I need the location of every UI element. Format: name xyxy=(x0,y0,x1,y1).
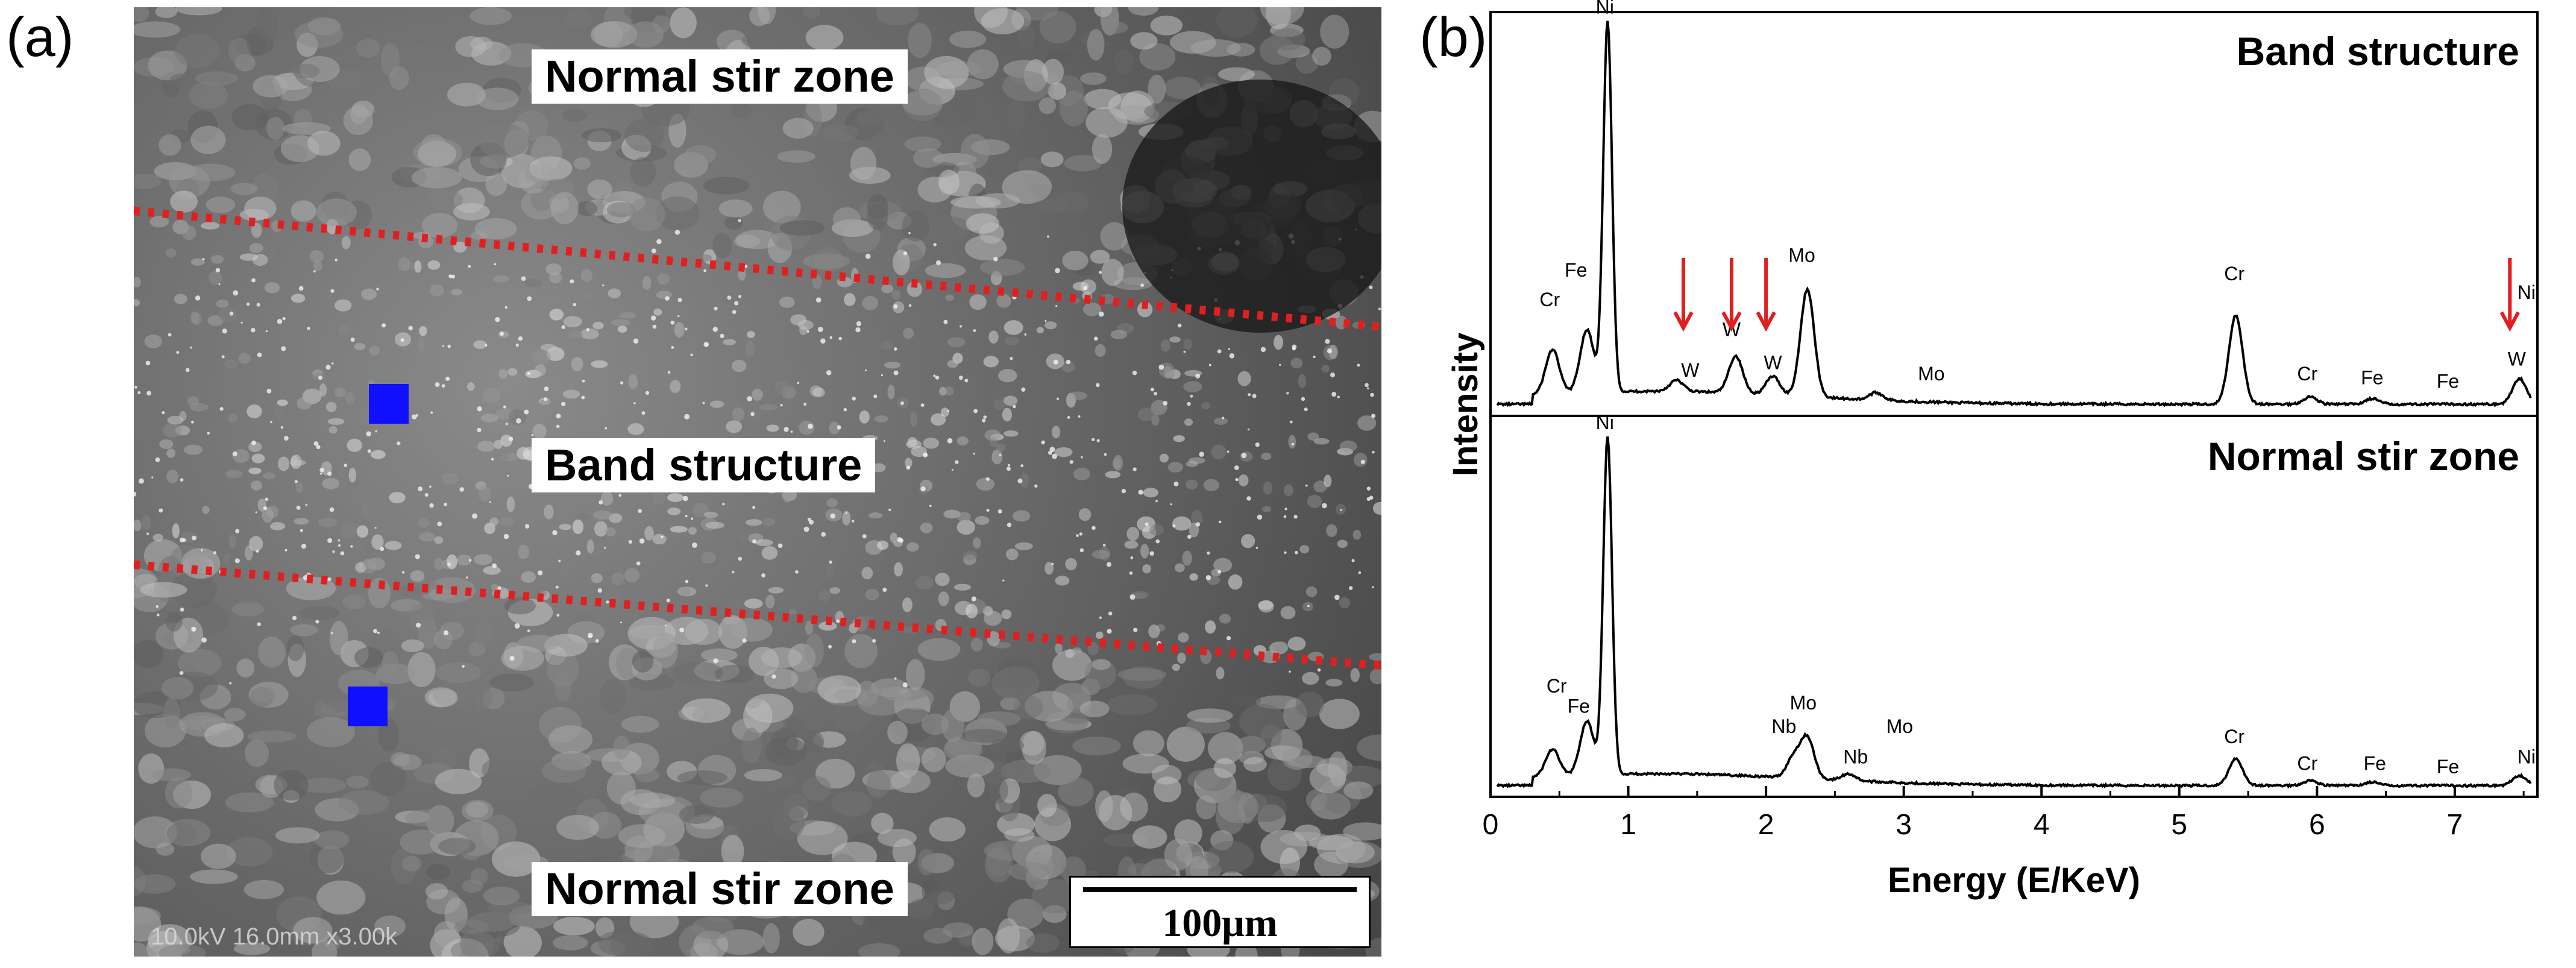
peak-label-band-w: W xyxy=(2508,348,2527,370)
peak-label-normal-cr: Cr xyxy=(2297,753,2317,775)
peak-label-normal-cr: Cr xyxy=(1547,675,1567,697)
sem-micrograph: Normal stir zone Band structure Normal s… xyxy=(134,7,1381,957)
peak-label-band-ni: Ni xyxy=(2518,281,2536,303)
peak-label-band-cr: Cr xyxy=(2224,263,2245,284)
peak-label-normal-fe: Fe xyxy=(1568,695,1590,717)
peak-label-band-fe: Fe xyxy=(1565,259,1587,281)
boundary-lower-dotted-line xyxy=(134,561,1381,670)
peak-label-normal-fe: Fe xyxy=(2364,753,2386,775)
x-tick-label-1: 1 xyxy=(1620,809,1636,841)
w-arrow-head xyxy=(1756,311,1776,332)
peak-label-normal-ni: Ni xyxy=(1596,412,1614,433)
peak-label-band-ni: Ni xyxy=(1596,0,1614,17)
y-axis-label: Intensity xyxy=(1447,333,1485,477)
x-axis-label: Energy (E/KeV) xyxy=(1888,861,2140,900)
spectrum-line-band xyxy=(1496,20,2532,407)
eds-spectra-chart: 0 1 2 3 4 5 6 7 Energy (E/KeV) Intensity Band stru… xyxy=(1447,0,2539,900)
scale-bar: 100μm xyxy=(1069,876,1371,948)
peak-label-band-cr: Cr xyxy=(1539,289,1560,310)
x-tick-label-7: 7 xyxy=(2447,809,2463,841)
peak-label-normal-mo: Mo xyxy=(1790,692,1817,714)
peak-label-band-fe: Fe xyxy=(2361,366,2383,388)
zone-label-top: Normal stir zone xyxy=(532,49,908,104)
peak-label-band-cr: Cr xyxy=(2297,363,2317,385)
x-tick-label-0: 0 xyxy=(1483,809,1499,841)
peak-label-normal-ni: Ni xyxy=(2518,746,2536,767)
dark-region xyxy=(1122,80,1381,333)
peak-label-band-w: W xyxy=(1764,352,1782,374)
x-tick-label-4: 4 xyxy=(2034,809,2050,841)
marker-normal-square xyxy=(348,687,388,726)
panel-a-label: (a) xyxy=(6,7,74,68)
peak-label-normal-mo: Mo xyxy=(1886,715,1913,737)
x-tick-label-2: 2 xyxy=(1758,809,1774,841)
peak-label-normal-fe: Fe xyxy=(2437,756,2459,778)
scale-bar-label: 100μm xyxy=(1162,901,1278,945)
w-arrow-head xyxy=(1721,311,1742,332)
peak-label-normal-cr: Cr xyxy=(2224,726,2245,747)
boundary-upper-dotted-line xyxy=(134,207,1381,331)
series-title-band: Band structure xyxy=(2237,29,2519,74)
w-arrow-head xyxy=(1673,311,1694,332)
zone-label-bottom: Normal stir zone xyxy=(532,862,908,916)
x-tick-label-6: 6 xyxy=(2309,809,2325,841)
peak-label-band-fe: Fe xyxy=(2437,370,2459,392)
series-title-normal: Normal stir zone xyxy=(2208,434,2519,479)
peak-label-normal-nb: Nb xyxy=(1843,746,1868,767)
peak-label-band-w: W xyxy=(1681,359,1700,381)
sem-info-text: 10.0kV 16.0mm x3.00k xyxy=(151,923,398,950)
peak-label-normal-nb: Nb xyxy=(1771,715,1796,737)
marker-band-square xyxy=(369,384,409,424)
w-arrow-head xyxy=(2499,311,2520,332)
plot-frame xyxy=(1489,11,2539,798)
panel-b-label: (b) xyxy=(1419,7,1487,68)
peak-label-band-mo: Mo xyxy=(1788,244,1815,266)
scale-bar-line xyxy=(1083,887,1357,892)
zone-label-band: Band structure xyxy=(532,438,876,492)
x-tick-label-5: 5 xyxy=(2171,809,2187,841)
spectrum-line-normal xyxy=(1496,436,2532,789)
peak-label-band-mo: Mo xyxy=(1918,363,1944,385)
x-tick-label-3: 3 xyxy=(1896,809,1912,841)
